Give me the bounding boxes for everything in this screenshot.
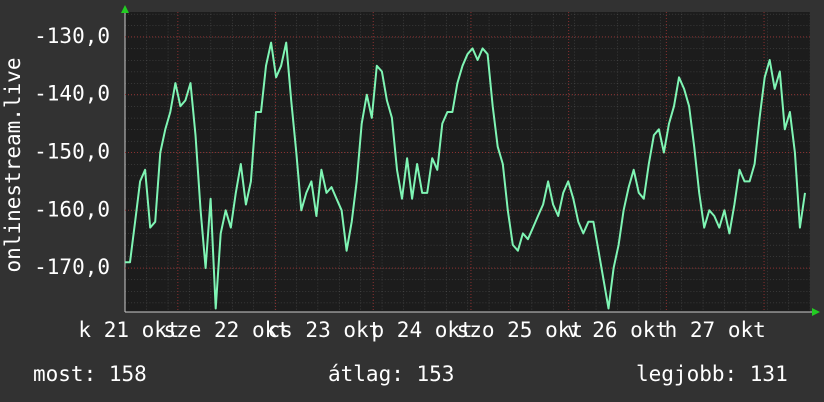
footer-stat: legjobb: 131 xyxy=(636,362,788,386)
x-tick-label: szo 25 okt xyxy=(457,318,583,342)
x-tick-label: p 24 okt xyxy=(372,318,473,342)
plot: -170,0-160,0-150,0-140,0-130,0k 21 oktsz… xyxy=(34,12,810,342)
x-tick-label: cs 23 okt xyxy=(268,318,382,342)
x-arrow xyxy=(812,308,820,316)
y-axis-label: onlinestream.live xyxy=(1,58,25,273)
x-tick-label: v 26 okt xyxy=(567,318,668,342)
x-tick-label: h 27 okt xyxy=(665,318,766,342)
y-tick-label: -170,0 xyxy=(34,255,110,279)
x-tick-label: k 21 okt xyxy=(78,318,179,342)
line xyxy=(125,41,806,310)
footer-stat: most: 158 xyxy=(33,362,147,386)
y-tick-label: -130,0 xyxy=(34,24,110,48)
minor-grid xyxy=(125,12,810,312)
y-tick-label: -160,0 xyxy=(34,197,110,221)
footer-stat: átlag: 153 xyxy=(328,362,454,386)
x-tick-label: sze 22 okt xyxy=(163,318,289,342)
y-arrow xyxy=(121,5,129,13)
y-tick-label: -150,0 xyxy=(34,139,110,163)
y-tick-label: -140,0 xyxy=(34,82,110,106)
